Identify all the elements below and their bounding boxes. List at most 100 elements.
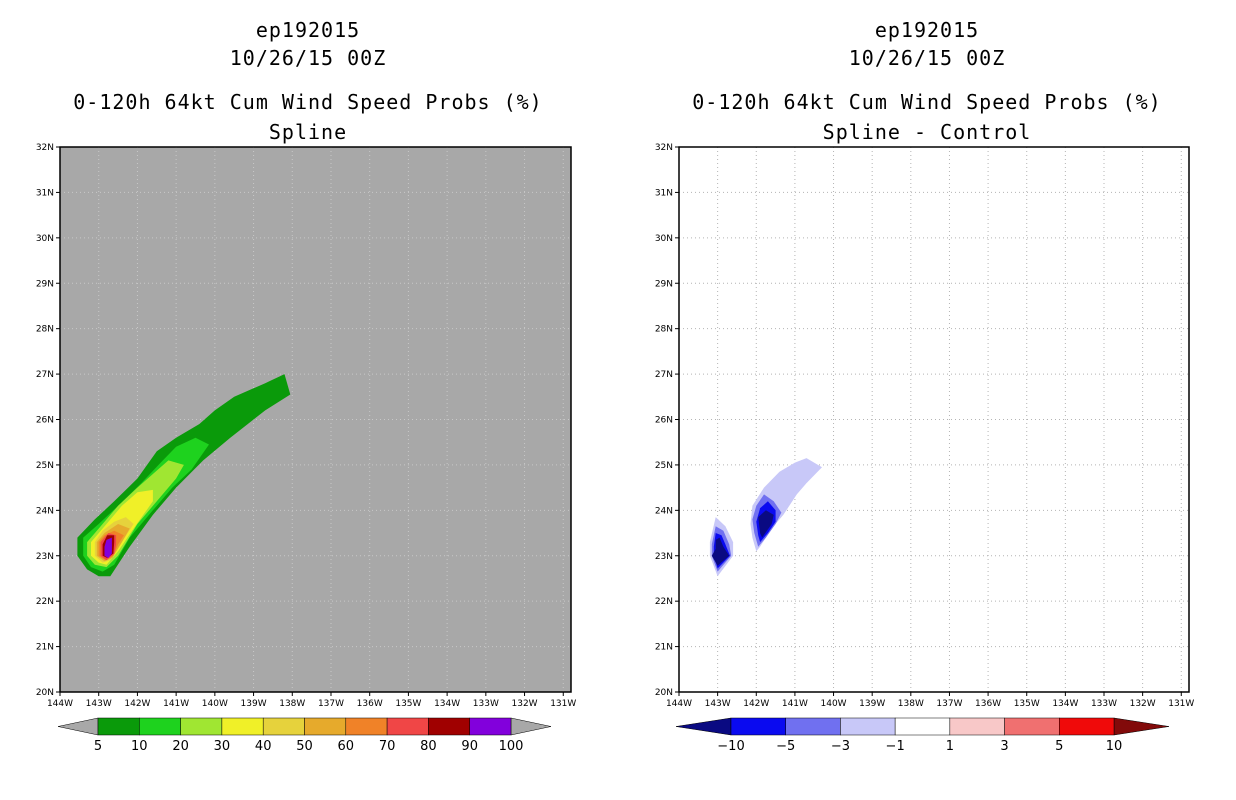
left-y-tick-label: 27N bbox=[36, 370, 54, 380]
left-colorbar-swatch bbox=[262, 717, 305, 736]
left-colorbar-swatch bbox=[180, 717, 223, 736]
left-y-tick-label: 22N bbox=[36, 597, 54, 607]
left-y-tick-label: 21N bbox=[36, 643, 54, 653]
left-colorbar-label: 60 bbox=[338, 739, 355, 754]
left-storm-id: ep192015 bbox=[255, 18, 361, 42]
left-x-tick-label: 131W bbox=[550, 699, 576, 709]
left-y-tick-label: 32N bbox=[36, 143, 54, 153]
left-colorbar-label: 90 bbox=[461, 739, 478, 754]
left-x-tick-label: 138W bbox=[279, 699, 305, 709]
right-date: 10/26/15 00Z bbox=[848, 46, 1006, 70]
right-contour-minus10 bbox=[758, 510, 774, 538]
right-y-tick-label: 23N bbox=[655, 552, 673, 562]
left-x-tick-label: 143W bbox=[86, 699, 112, 709]
right-colorbar-label: −3 bbox=[831, 739, 850, 754]
right-colorbar-label: 10 bbox=[1106, 739, 1123, 754]
right-colorbar-swatch bbox=[949, 717, 1005, 736]
left-y-tick-label: 20N bbox=[36, 688, 54, 698]
left-x-tick-label: 133W bbox=[473, 699, 499, 709]
right-y-tick-label: 27N bbox=[655, 370, 673, 380]
left-colorbar-label: 100 bbox=[499, 739, 524, 754]
right-x-tick-label: 138W bbox=[898, 699, 924, 709]
right-y-tick-label: 21N bbox=[655, 643, 673, 653]
left-x-tick-label: 139W bbox=[241, 699, 267, 709]
right-y-tick-label: 30N bbox=[655, 234, 673, 244]
right-colorbar-swatch bbox=[785, 717, 841, 736]
right-x-tick-label: 137W bbox=[936, 699, 962, 709]
left-colorbar-low-arrow bbox=[57, 717, 99, 736]
left-x-tick-label: 134W bbox=[434, 699, 460, 709]
right-colorbar-swatch bbox=[840, 717, 896, 736]
right-y-tick-label: 24N bbox=[655, 506, 673, 516]
left-y-tick-label: 29N bbox=[36, 279, 54, 289]
left-y-tick-label: 28N bbox=[36, 325, 54, 335]
right-colorbar-high-arrow bbox=[1113, 717, 1170, 736]
left-colorbar-label: 70 bbox=[379, 739, 396, 754]
right-colorbar-label: −1 bbox=[886, 739, 905, 754]
right-x-tick-label: 133W bbox=[1091, 699, 1117, 709]
right-x-tick-label: 136W bbox=[975, 699, 1001, 709]
right-x-tick-label: 144W bbox=[666, 699, 692, 709]
left-colorbar-swatch bbox=[469, 717, 512, 736]
left-colorbar-swatch bbox=[304, 717, 347, 736]
right-y-tick-label: 31N bbox=[655, 188, 673, 198]
left-colorbar-high-arrow bbox=[510, 717, 552, 736]
right-colorbar-label: 5 bbox=[1055, 739, 1063, 754]
right-y-tick-label: 25N bbox=[655, 461, 673, 471]
left-x-tick-label: 140W bbox=[202, 699, 228, 709]
left-y-tick-label: 23N bbox=[36, 552, 54, 562]
right-y-tick-label: 29N bbox=[655, 279, 673, 289]
right-x-tick-label: 134W bbox=[1052, 699, 1078, 709]
right-x-tick-label: 143W bbox=[705, 699, 731, 709]
right-contour-minus10 bbox=[711, 537, 730, 566]
left-colorbar-label: 80 bbox=[420, 739, 437, 754]
left-x-tick-label: 137W bbox=[318, 699, 344, 709]
left-map-chart: 144W 143W 142W 141W 140W 139W 138W 137W 136W 135W… bbox=[36, 143, 577, 709]
left-colorbar: 5 10 20 30 40 50 60 70 80 90 100 bbox=[57, 717, 552, 754]
right-colorbar: −10 −5 −3 −1 1 3 5 10 bbox=[675, 717, 1170, 754]
right-y-tick-label: 22N bbox=[655, 597, 673, 607]
left-date: 10/26/15 00Z bbox=[229, 46, 387, 70]
left-colorbar-label: 30 bbox=[214, 739, 231, 754]
right-colorbar-label: −10 bbox=[717, 739, 744, 754]
right-x-tick-label: 142W bbox=[743, 699, 769, 709]
left-colorbar-swatch bbox=[221, 717, 264, 736]
right-x-tick-label: 135W bbox=[1014, 699, 1040, 709]
right-colorbar-label: −5 bbox=[776, 739, 795, 754]
right-colorbar-swatch bbox=[1004, 717, 1060, 736]
left-chart-title: 0-120h 64kt Cum Wind Speed Probs (%) bbox=[73, 90, 543, 114]
left-x-tick-label: 132W bbox=[512, 699, 538, 709]
left-colorbar-swatch bbox=[428, 717, 470, 736]
right-y-tick-label: 32N bbox=[655, 143, 673, 153]
left-colorbar-label: 40 bbox=[255, 739, 272, 754]
right-colorbar-swatch bbox=[1059, 717, 1115, 736]
right-x-tick-label: 140W bbox=[821, 699, 847, 709]
right-colorbar-low-arrow bbox=[675, 717, 732, 736]
left-colorbar-swatch bbox=[345, 717, 388, 736]
left-colorbar-swatch bbox=[97, 717, 140, 736]
left-x-tick-label: 135W bbox=[395, 699, 421, 709]
left-colorbar-label: 5 bbox=[94, 739, 102, 754]
right-x-tick-label: 141W bbox=[782, 699, 808, 709]
left-y-tick-label: 26N bbox=[36, 416, 54, 426]
left-contour-90 bbox=[104, 537, 112, 558]
left-colorbar-label: 10 bbox=[131, 739, 148, 754]
right-x-tick-label: 132W bbox=[1130, 699, 1156, 709]
left-colorbar-label: 50 bbox=[296, 739, 313, 754]
right-colorbar-label: 3 bbox=[1000, 739, 1008, 754]
right-colorbar-swatch bbox=[894, 717, 951, 736]
right-chart-subtitle: Spline - Control bbox=[822, 120, 1032, 144]
left-colorbar-swatch bbox=[386, 717, 429, 736]
left-x-tick-label: 142W bbox=[124, 699, 150, 709]
right-y-tick-label: 28N bbox=[655, 325, 673, 335]
left-y-tick-label: 30N bbox=[36, 234, 54, 244]
left-y-tick-label: 31N bbox=[36, 188, 54, 198]
left-colorbar-label: 20 bbox=[172, 739, 189, 754]
right-x-tick-label: 139W bbox=[859, 699, 885, 709]
left-chart-subtitle: Spline bbox=[268, 120, 348, 144]
left-y-tick-label: 25N bbox=[36, 461, 54, 471]
left-x-tick-label: 144W bbox=[47, 699, 73, 709]
right-colorbar-label: 1 bbox=[946, 739, 954, 754]
left-x-tick-label: 136W bbox=[357, 699, 383, 709]
